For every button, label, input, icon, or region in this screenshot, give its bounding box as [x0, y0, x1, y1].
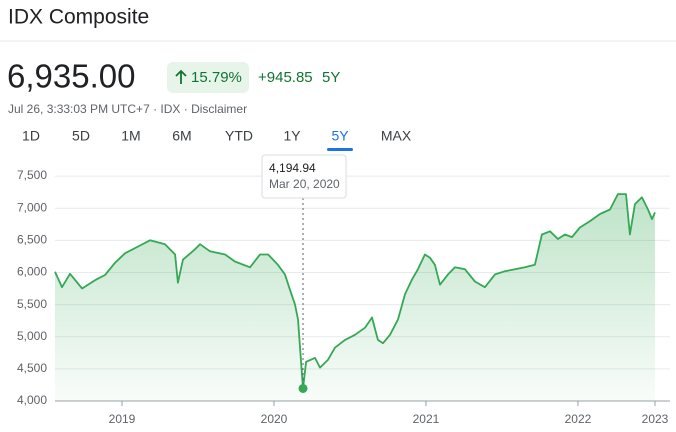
change-abs: +945.85 [258, 69, 313, 86]
up-arrow [175, 69, 187, 84]
tooltip-value: 4,194.94 [269, 161, 316, 175]
highlight-point [298, 383, 308, 393]
tooltip-date: Mar 20, 2020 [269, 177, 340, 191]
plot: 4,000 4,500 5,000 5,500 6,000 6,500 7,000 7,500… [17, 154, 670, 426]
y-tick-label: 7,000 [17, 200, 47, 214]
x-tick-label: 2021 [413, 412, 440, 426]
y-tick-label: 7,500 [17, 168, 47, 182]
range-tab[interactable]: 5D [72, 128, 90, 144]
range-tabs: 1D 5D 1M 6M YTD 1Y 5Y MAX [22, 128, 412, 151]
x-tick-label: 2019 [109, 412, 136, 426]
range-tab[interactable]: YTD [225, 128, 253, 144]
x-tick-label: 2020 [261, 412, 288, 426]
range-tab[interactable]: 1M [121, 128, 140, 144]
x-tick-label: 2022 [565, 412, 592, 426]
y-tick-label: 6,500 [17, 233, 47, 247]
title: IDX Composite [8, 6, 149, 29]
y-tick-label: 4,500 [17, 361, 47, 375]
range-tab[interactable]: MAX [381, 128, 412, 144]
range-tab[interactable]: 6M [172, 128, 191, 144]
area [55, 194, 655, 401]
y-tick-label: 4,000 [17, 393, 47, 407]
y-tick-label: 5,000 [17, 329, 47, 343]
range-tab[interactable]: 5Y [331, 128, 349, 144]
x-tick-label: 2023 [642, 412, 669, 426]
line [54, 193, 656, 390]
change-period: 5Y [322, 69, 340, 86]
range-tab[interactable]: 1D [22, 128, 40, 144]
meta: Jul 26, 3:33:03 PM UTC+7 · IDX · Disclai… [8, 102, 247, 116]
y-tick-label: 5,500 [17, 297, 47, 311]
price: 6,935.00 [7, 58, 135, 95]
y-tick-label: 6,000 [17, 265, 47, 279]
range-tab[interactable]: 1Y [283, 128, 301, 144]
tooltip-box [261, 154, 347, 199]
tab-underline [327, 148, 353, 151]
change-pct: 15.79% [191, 69, 242, 86]
change-pill [167, 62, 249, 93]
